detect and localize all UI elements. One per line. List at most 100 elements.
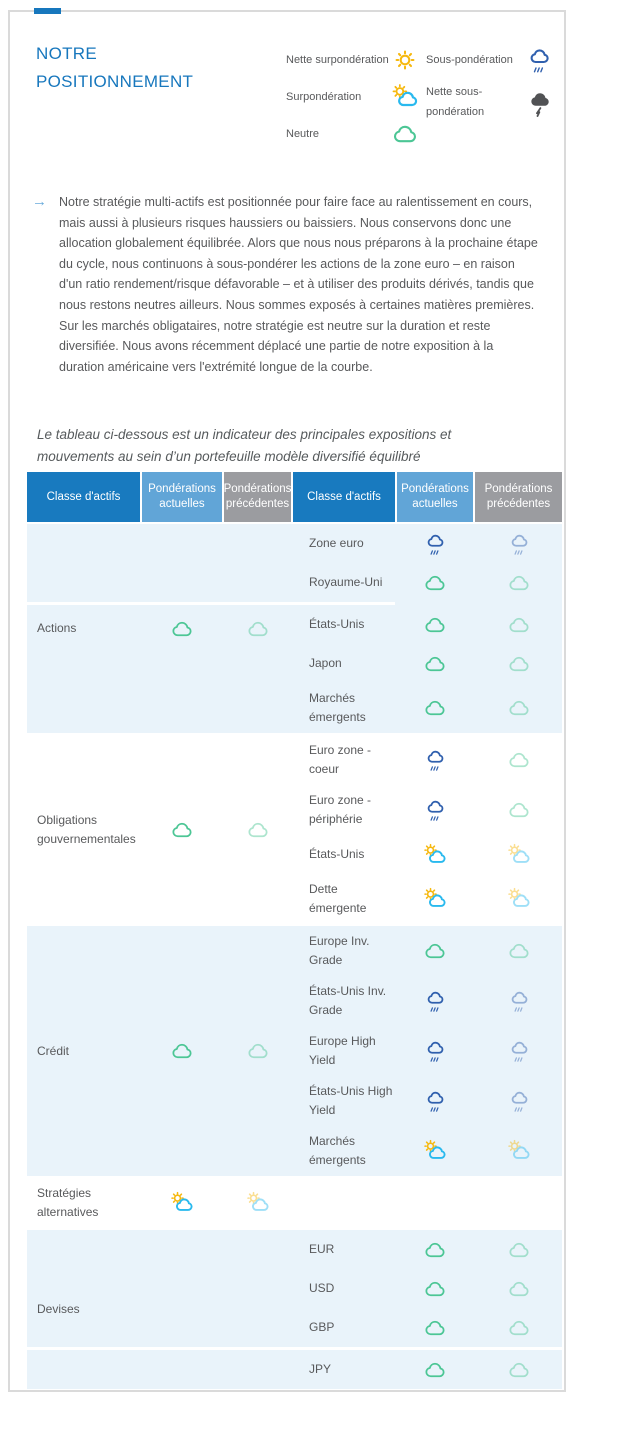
sub-asset-previous-weighting [475,1308,562,1347]
sub-asset-previous-weighting [475,874,562,924]
underweight-icon [422,988,448,1014]
column-header: Classe d'actifs [27,472,140,522]
legend-item-label: Sous-pondération [426,54,513,66]
sub-asset-previous-weighting [475,1126,562,1176]
overweight-icon [169,1190,195,1216]
legend-item: Nette surpondération [286,45,420,75]
sub-asset-current-weighting [397,1076,473,1126]
sub-asset-label: JPY [309,1362,332,1376]
asset-class-previous-weighting [224,524,291,733]
column-header: Pondérations actuelles [397,472,473,522]
underweight-icon [422,797,448,823]
overweight-icon [390,82,420,112]
sub-asset-current-weighting [397,563,473,602]
sub-asset-label: Royaume-Uni [309,575,383,589]
sub-asset-current-weighting [397,835,473,874]
neutral-icon [506,938,532,964]
neutral-icon [422,651,448,677]
sub-asset-label: Euro zone - périphérie [309,793,372,826]
sub-asset-label: États-Unis High Yield [309,1084,393,1117]
sub-asset-current-weighting [397,1230,473,1269]
underweight-icon [422,747,448,773]
overweight-icon [506,886,532,912]
asset-class-current-weighting [142,524,222,733]
overweight-icon [422,886,448,912]
intro-text: Notre stratégie multi-actifs est positio… [59,195,538,374]
neutral-icon [169,616,195,642]
legend-item-label: Surpondération [286,91,362,103]
sub-asset-current-weighting [397,1126,473,1176]
sub-asset-current-weighting [397,605,473,644]
sub-asset-label: Japon [309,656,342,670]
row-divider [27,602,395,605]
sub-asset-previous-weighting [475,835,562,874]
neutral-icon [169,817,195,843]
sub-asset-previous-weighting [475,644,562,683]
sub-asset-current-weighting [397,1350,473,1389]
sub-asset-label: EUR [309,1242,335,1256]
table-header-row: Classe d'actifs Pondérations actuelles Pon… [27,472,562,522]
sub-asset-previous-weighting [475,1026,562,1076]
sub-asset-label: Euro zone - coeur [309,743,372,776]
positioning-card: NOTRE POSITIONNEMENT Nette surpondératio… [8,8,566,1392]
sub-asset-previous-weighting [475,683,562,733]
underweight-icon [506,1038,532,1064]
overweight-icon [422,1138,448,1164]
neutral-icon [506,570,532,596]
neutral-icon [506,612,532,638]
sub-asset-previous-weighting [475,524,562,563]
underweight-icon [506,988,532,1014]
asset-class-section: Obligations gouvernementales Euro zone - … [27,735,562,924]
asset-class-section: Devises EUR USD GBP JPY [27,1230,562,1389]
underweight-icon [506,531,532,557]
asset-class-previous-weighting [224,1230,291,1389]
sub-asset-label: Marchés émergents [309,1134,366,1167]
neutral-icon [506,1357,532,1383]
table-body: Actions Zone euro Royaume-Uni États-Unis Jap… [27,524,562,1389]
legend-item-label: Nette surpondération [286,54,389,66]
weather-legend: Nette surpondération Surpondération Neutre… [286,45,554,156]
neutral-icon [422,695,448,721]
neutral-icon [506,797,532,823]
sub-asset-previous-weighting [475,976,562,1026]
accent-dash [34,8,61,14]
neutral-icon [245,1038,271,1064]
column-header: Pondérations actuelles [142,472,222,522]
legend-item: Nette sous-pondération [426,82,554,122]
asset-class-current-weighting [142,1178,222,1228]
legend-item: Neutre [286,119,420,149]
sub-asset-previous-weighting [475,785,562,835]
empty-subrow [293,1178,562,1228]
asset-class-section: Crédit Europe Inv. Grade États-Unis Inv. G… [27,926,562,1176]
column-header: Classe d'actifs [293,472,395,522]
underweight-icon [506,1088,532,1114]
sub-asset-previous-weighting [475,1269,562,1308]
sub-asset-previous-weighting [475,563,562,602]
row-divider [27,1347,562,1350]
sub-asset-current-weighting [397,976,473,1026]
sub-asset-previous-weighting [475,926,562,976]
neutral-icon [506,1276,532,1302]
asset-class-section: Actions Zone euro Royaume-Uni États-Unis Jap… [27,524,562,733]
column-header: Pondérations précédentes [224,472,291,522]
sub-asset-current-weighting [397,683,473,733]
sub-asset-label: Europe High Yield [309,1034,376,1067]
neutral-icon [245,817,271,843]
underweight-icon [422,1038,448,1064]
asset-class-previous-weighting [224,926,291,1176]
underweight-icon [422,531,448,557]
asset-class-current-weighting [142,735,222,924]
sub-asset-label: États-Unis [309,617,365,631]
underweight-icon [422,1088,448,1114]
neutral-icon [422,1276,448,1302]
table-caption: Le tableau ci-dessous est un indicateur … [37,427,452,464]
neutral-icon [245,616,271,642]
sub-asset-previous-weighting [475,605,562,644]
neutral-icon [422,1237,448,1263]
asset-class-name: Stratégies alternatives [37,1186,99,1219]
neutral-icon [506,695,532,721]
sub-asset-label: Europe Inv. Grade [309,934,370,967]
neutral-icon [422,612,448,638]
asset-class-previous-weighting [224,735,291,924]
sub-asset-current-weighting [397,524,473,563]
